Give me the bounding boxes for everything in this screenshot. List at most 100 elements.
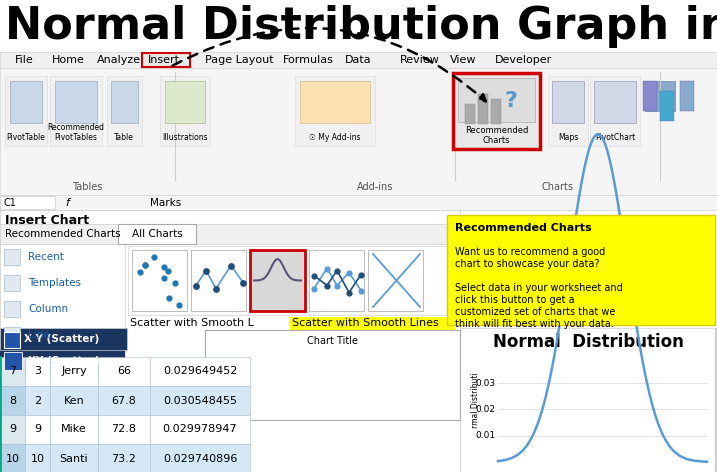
Text: Table: Table <box>114 133 134 142</box>
Bar <box>660 91 674 121</box>
Text: 10: 10 <box>6 454 19 464</box>
Text: All Charts: All Charts <box>132 229 182 239</box>
Text: 0.01: 0.01 <box>475 431 495 440</box>
Bar <box>150 357 250 386</box>
Text: Review: Review <box>400 55 440 65</box>
Point <box>135 268 146 275</box>
Bar <box>142 53 190 67</box>
Point <box>308 272 320 279</box>
Text: 0.029649452: 0.029649452 <box>163 366 237 377</box>
Point <box>237 279 249 287</box>
Bar <box>98 357 150 386</box>
Text: View: View <box>450 55 477 65</box>
Text: Recent: Recent <box>28 252 64 262</box>
Text: C1: C1 <box>3 197 16 208</box>
Point <box>158 274 170 282</box>
Point <box>163 267 174 275</box>
Bar <box>107 76 142 146</box>
Bar <box>594 81 636 123</box>
Bar <box>4 327 20 343</box>
Point <box>355 271 366 278</box>
Text: Insert: Insert <box>148 55 180 65</box>
Point <box>210 285 222 292</box>
Text: Templates: Templates <box>28 278 81 288</box>
Text: 72.8: 72.8 <box>112 424 136 435</box>
Bar <box>160 76 210 146</box>
Bar <box>0 348 125 374</box>
Bar <box>368 250 423 311</box>
Point <box>355 287 366 294</box>
Text: Tables: Tables <box>72 182 103 192</box>
Text: Santi: Santi <box>60 454 88 464</box>
Point <box>331 267 343 274</box>
Text: Formulas: Formulas <box>283 55 334 65</box>
Bar <box>4 249 20 265</box>
Bar <box>150 444 250 472</box>
Point <box>148 253 160 261</box>
Bar <box>10 81 42 123</box>
Text: Recommended
Charts: Recommended Charts <box>465 126 528 145</box>
Bar <box>0 68 717 195</box>
Bar <box>191 250 246 311</box>
Bar <box>645 81 675 111</box>
Bar <box>150 386 250 415</box>
Bar <box>680 81 694 111</box>
Point <box>321 282 333 289</box>
Bar <box>25 444 50 472</box>
Text: Line: Line <box>28 330 49 340</box>
Bar <box>50 357 98 386</box>
Bar <box>50 76 102 146</box>
Text: PivotChart: PivotChart <box>595 133 635 142</box>
Bar <box>50 444 98 472</box>
Text: 0.029978947: 0.029978947 <box>163 424 237 435</box>
Text: Want us to recommend a good: Want us to recommend a good <box>455 247 605 257</box>
Bar <box>0 210 460 472</box>
Bar <box>0 357 25 386</box>
Point <box>139 261 151 269</box>
Text: Recommended Charts: Recommended Charts <box>5 229 120 239</box>
Text: ?: ? <box>504 91 517 111</box>
Bar <box>5 76 47 146</box>
Text: 0.030548455: 0.030548455 <box>163 396 237 405</box>
Bar <box>295 76 375 146</box>
Text: Mike: Mike <box>61 424 87 435</box>
Text: Ken: Ken <box>64 396 85 405</box>
Point <box>163 295 175 302</box>
Text: Column: Column <box>28 304 68 314</box>
Text: Normal Distribution Graph in Excel: Normal Distribution Graph in Excel <box>5 5 717 48</box>
Bar <box>460 328 717 472</box>
Text: 73.2: 73.2 <box>112 454 136 464</box>
Bar <box>50 386 98 415</box>
Bar <box>4 352 22 370</box>
Text: Home: Home <box>52 55 85 65</box>
Point <box>139 261 151 269</box>
Text: Developer: Developer <box>495 55 552 65</box>
Point <box>200 267 212 274</box>
Point <box>321 265 333 272</box>
Bar <box>478 94 488 124</box>
Bar <box>0 224 460 244</box>
Bar <box>98 444 150 472</box>
Bar <box>25 386 50 415</box>
Point <box>169 279 181 287</box>
Text: Recommended Charts: Recommended Charts <box>455 223 592 233</box>
Bar <box>132 250 187 311</box>
Text: customized set of charts that we: customized set of charts that we <box>455 307 615 317</box>
Bar <box>447 215 715 325</box>
Text: f: f <box>65 197 69 208</box>
Text: X Y (Scatter): X Y (Scatter) <box>24 334 100 344</box>
Text: Analyze: Analyze <box>97 55 141 65</box>
Bar <box>111 81 138 123</box>
Bar <box>25 357 50 386</box>
FancyArrowPatch shape <box>173 28 486 101</box>
Point <box>343 269 355 276</box>
Bar <box>55 81 97 123</box>
Text: Insert Chart: Insert Chart <box>5 214 89 227</box>
Text: File: File <box>15 55 34 65</box>
Text: 10: 10 <box>31 454 44 464</box>
Bar <box>0 444 25 472</box>
Point <box>331 282 343 289</box>
Text: Data: Data <box>345 55 371 65</box>
Text: PivotTable: PivotTable <box>6 133 45 142</box>
Bar <box>309 250 364 311</box>
